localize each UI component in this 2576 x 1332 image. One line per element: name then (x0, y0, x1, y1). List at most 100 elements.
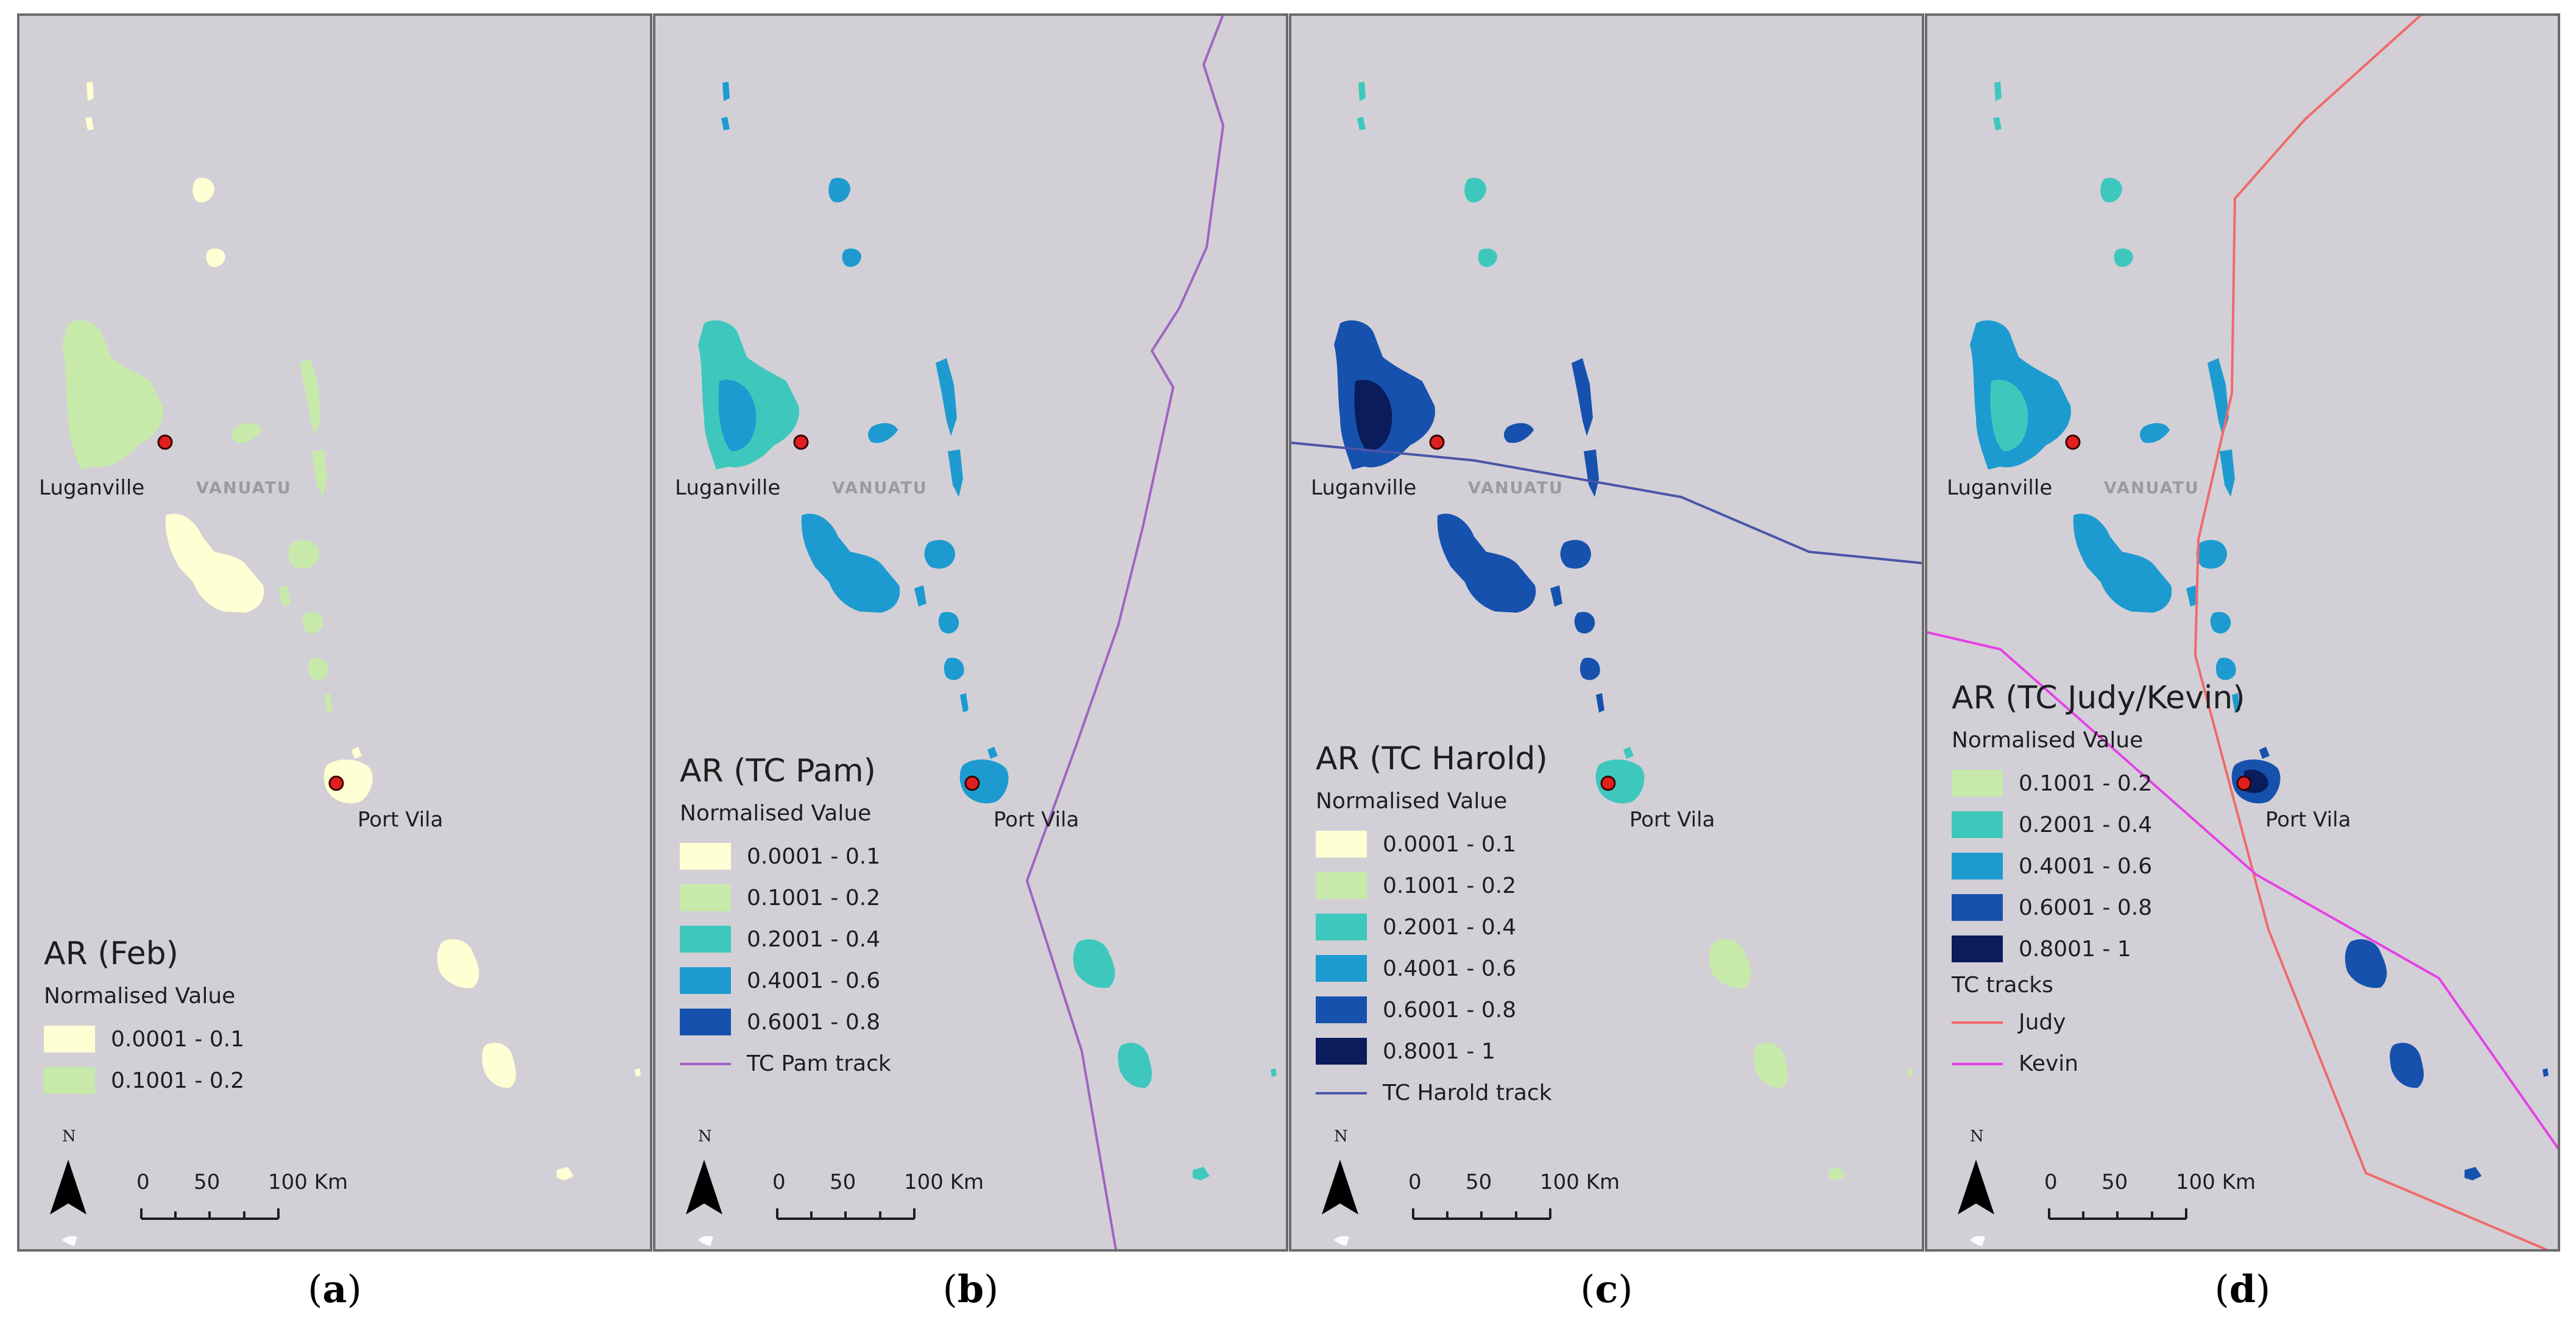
scale-bar-line (1412, 1208, 1551, 1220)
island-north-c (722, 82, 730, 101)
island-north-a (192, 177, 214, 203)
legend: AR (Feb) Normalised Value 0.0001 - 0.1 0.10… (44, 936, 244, 1101)
island-south-d (1907, 1068, 1913, 1077)
island-north-d (1357, 117, 1366, 130)
legend-class-row: 0.4001 - 0.6 (1952, 845, 2245, 887)
island-central-g (324, 693, 333, 713)
island-central-b (948, 449, 963, 497)
legend-class-label: 0.4001 - 0.6 (2019, 853, 2153, 879)
legend-class-label: 0.2001 - 0.4 (747, 926, 881, 952)
legend-swatch (1952, 936, 2003, 962)
legend-class-row: 0.0001 - 0.1 (1316, 823, 1552, 865)
legend-class-label: 0.0001 - 0.1 (111, 1026, 245, 1052)
legend-class-row: 0.4001 - 0.6 (680, 960, 891, 1001)
legend-swatch (44, 1067, 95, 1094)
legend-class-label: 0.0001 - 0.1 (1383, 831, 1517, 857)
legend-subtitle: Normalised Value (1316, 789, 1508, 814)
city-label-luganville: Luganville (1947, 476, 2053, 500)
scale-label-1: 50 (2101, 1170, 2128, 1194)
legend-class-row: 0.1001 - 0.2 (44, 1060, 244, 1101)
island-efate (323, 759, 373, 804)
cyclone-track-2 (1927, 631, 2558, 1151)
island-central-c (867, 423, 898, 443)
city-marker-2 (328, 775, 344, 791)
island-north-a (828, 177, 850, 203)
island-central-a (1572, 358, 1593, 436)
scale-label-0: 0 (1408, 1170, 1422, 1194)
city-label-luganville: Luganville (39, 476, 145, 500)
city-marker-1 (1429, 434, 1445, 450)
legend-swatch (1316, 955, 1367, 982)
legend-swatch (1316, 1038, 1367, 1065)
legend-class-label: 0.1001 - 0.2 (1383, 873, 1517, 898)
scale-label-0: 0 (2044, 1170, 2058, 1194)
island-espiritu-zone (1354, 379, 1392, 451)
island-north-b (206, 248, 225, 267)
island-south-b (1118, 1043, 1152, 1088)
island-malakula (165, 513, 264, 613)
island-central-a (2207, 358, 2229, 436)
panel-caption-letter: b (957, 1267, 984, 1311)
scale-bar (776, 1208, 916, 1220)
legend-track-line (1952, 1050, 2003, 1077)
legend-track-row: Kevin (1952, 1043, 2245, 1084)
island-south-c (2465, 1167, 2482, 1180)
legend: AR (TC Pam) Normalised Value 0.0001 - 0.1 0… (680, 753, 891, 1084)
north-arrow-icon (1958, 1160, 1994, 1214)
island-efate-b (1623, 747, 1634, 759)
north-arrow-icon (50, 1160, 86, 1214)
legend-swatch (1316, 872, 1367, 899)
legend-class-row: 0.6001 - 0.8 (1952, 887, 2245, 928)
island-central-c (2139, 423, 2170, 443)
legend-class-row: 0.6001 - 0.8 (1316, 989, 1552, 1031)
legend-subtitle: Normalised Value (680, 801, 872, 826)
city-label-port-vila: Port Vila (1629, 808, 1715, 832)
city-marker-1 (793, 434, 809, 450)
north-arrow-base-icon (1970, 1236, 1985, 1246)
island-north-c (1358, 82, 1366, 101)
island-central-g (2232, 693, 2240, 713)
island-central-a (936, 358, 957, 436)
city-label-port-vila: Port Vila (2265, 808, 2351, 832)
scale-bar (2048, 1208, 2187, 1220)
island-south-a (1709, 939, 1751, 988)
island-central-b (1584, 449, 1599, 497)
legend-track-row: Judy (1952, 1001, 2245, 1043)
island-central-e (938, 611, 959, 634)
legend-class-label: 0.1001 - 0.2 (747, 885, 881, 911)
island-south-c (1829, 1167, 1846, 1180)
legend-swatch (680, 884, 731, 911)
legend-class-row: 0.2001 - 0.4 (1952, 804, 2245, 845)
legend-subtitle: Normalised Value (44, 984, 236, 1009)
north-letter: N (62, 1127, 76, 1146)
legend-swatch (680, 926, 731, 953)
north-arrow-icon (1322, 1160, 1358, 1214)
scale-label-2: 100 Km (1540, 1170, 1620, 1194)
country-label: VANUATU (832, 479, 928, 498)
scale-label-1: 50 (1466, 1170, 1492, 1194)
scale-bar-line (776, 1208, 916, 1220)
island-north-b (1478, 248, 1497, 267)
legend-class-label: 0.4001 - 0.6 (747, 968, 881, 993)
legend-title: AR (TC Harold) (1316, 741, 1548, 777)
legend: AR (TC Harold) Normalised Value 0.0001 - 0… (1316, 741, 1552, 1113)
island-efate-b (351, 747, 362, 759)
island-espiritu-zone (1990, 379, 2028, 451)
legend-class-label: 0.8001 - 1 (1383, 1038, 1495, 1064)
cyclone-track-1 (2193, 16, 2549, 1249)
island-espiritu-zone (718, 379, 757, 451)
island-malakula (801, 513, 900, 613)
legend-title: AR (TC Pam) (680, 753, 876, 789)
legend-class-row: 0.2001 - 0.4 (1316, 906, 1552, 948)
map-canvas (1291, 82, 1922, 1246)
island-central-f (308, 657, 328, 680)
legend-class-row: 0.8001 - 1 (1952, 928, 2245, 970)
island-efate-b (2259, 747, 2270, 759)
legend-class-label: 0.0001 - 0.1 (747, 844, 881, 869)
legend-track-label: Kevin (2019, 1051, 2079, 1076)
panel-caption-c: (c) (1580, 1267, 1633, 1311)
legend-class-label: 0.2001 - 0.4 (1383, 914, 1517, 940)
legend-swatch (680, 967, 731, 994)
legend-swatch (1952, 811, 2003, 838)
island-north-b (842, 248, 861, 267)
